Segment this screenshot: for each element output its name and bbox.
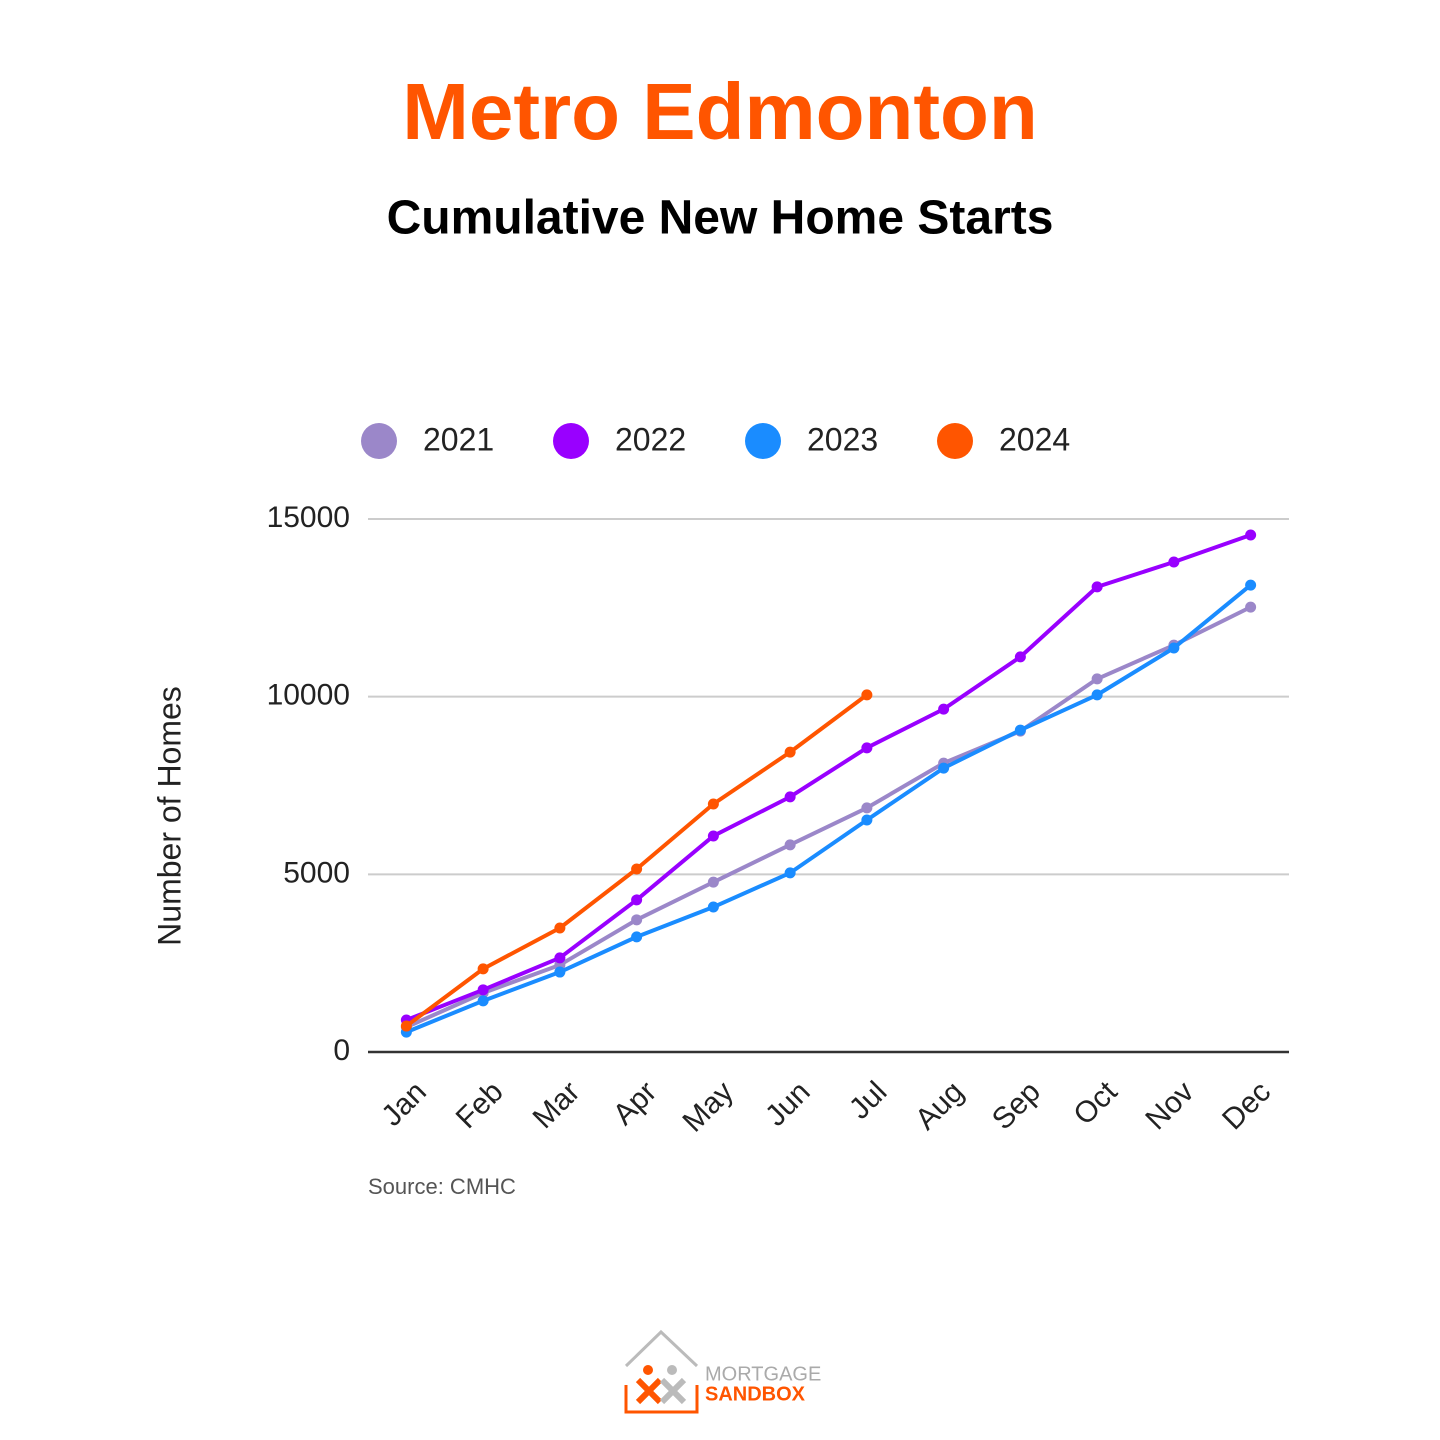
data-point <box>861 802 873 814</box>
y-tick-label: 0 <box>333 1034 350 1067</box>
x-tick-label: Jul <box>843 1075 893 1125</box>
legend-label: 2024 <box>999 421 1070 457</box>
data-point <box>631 931 643 943</box>
logo-icon <box>635 1377 663 1405</box>
logo-text: MORTGAGE <box>705 1363 821 1385</box>
data-point <box>477 963 489 975</box>
legend-swatch <box>553 423 589 459</box>
logo-icon <box>643 1365 653 1375</box>
series-line <box>405 533 1252 1022</box>
data-point <box>707 798 719 810</box>
data-point <box>707 876 719 888</box>
x-tick-label: Sep <box>986 1075 1047 1136</box>
data-point <box>1168 556 1180 568</box>
data-point <box>631 914 643 926</box>
x-tick-label: Dec <box>1216 1075 1277 1136</box>
logo: MORTGAGE SANDBOX <box>624 1329 821 1414</box>
y-axis-label: Number of Homes <box>151 686 187 946</box>
legend-label: 2021 <box>423 421 494 457</box>
logo-roof <box>624 1329 699 1368</box>
data-point <box>554 966 566 978</box>
data-point <box>477 995 489 1007</box>
x-tick-label: Aug <box>909 1075 970 1136</box>
data-point <box>1091 581 1103 593</box>
y-tick-label: 10000 <box>267 679 350 712</box>
data-point <box>861 689 873 701</box>
series-line <box>405 583 1252 1034</box>
series-line <box>405 693 869 1028</box>
x-tick-label: Feb <box>450 1075 510 1135</box>
logo-icon <box>659 1377 687 1405</box>
series-line <box>405 605 1252 1029</box>
data-point <box>554 922 566 934</box>
y-tick-label: 15000 <box>267 501 350 534</box>
legend-label: 2022 <box>615 421 686 457</box>
legend-swatch <box>937 423 973 459</box>
x-tick-label: Jun <box>759 1075 817 1133</box>
data-point <box>938 762 950 774</box>
y-tick-label: 5000 <box>283 856 350 889</box>
x-tick-label: Apr <box>607 1075 663 1131</box>
source-note: Source: CMHC <box>368 1174 516 1199</box>
data-point <box>784 867 796 879</box>
x-tick-label: Mar <box>527 1075 587 1135</box>
data-point <box>1014 724 1026 736</box>
data-point <box>631 894 643 906</box>
x-tick-label: May <box>677 1075 740 1138</box>
chart-title: Metro Edmonton <box>402 67 1037 156</box>
data-point <box>554 952 566 964</box>
data-point <box>707 901 719 913</box>
logo-text: SANDBOX <box>705 1383 806 1405</box>
x-tick-label: Oct <box>1067 1075 1124 1132</box>
legend-label: 2023 <box>807 421 878 457</box>
logo-icon <box>667 1365 677 1375</box>
data-point <box>861 742 873 754</box>
data-point <box>1091 673 1103 685</box>
x-tick-label: Nov <box>1139 1075 1200 1136</box>
data-point <box>477 984 489 996</box>
legend-swatch <box>745 423 781 459</box>
data-point <box>1245 601 1257 613</box>
data-point <box>1014 651 1026 663</box>
data-point <box>1091 689 1103 701</box>
data-point <box>784 791 796 803</box>
data-point <box>400 1020 412 1032</box>
data-point <box>784 839 796 851</box>
data-point <box>707 830 719 842</box>
chart-subtitle: Cumulative New Home Starts <box>387 192 1054 245</box>
data-point <box>1245 579 1257 591</box>
logo-base <box>624 1385 699 1414</box>
data-point <box>784 746 796 758</box>
x-tick-label: Jan <box>375 1075 433 1133</box>
data-point <box>1168 642 1180 654</box>
data-point <box>631 863 643 875</box>
data-point <box>861 814 873 826</box>
data-point <box>1245 529 1257 541</box>
data-point <box>938 703 950 715</box>
legend-swatch <box>361 423 397 459</box>
